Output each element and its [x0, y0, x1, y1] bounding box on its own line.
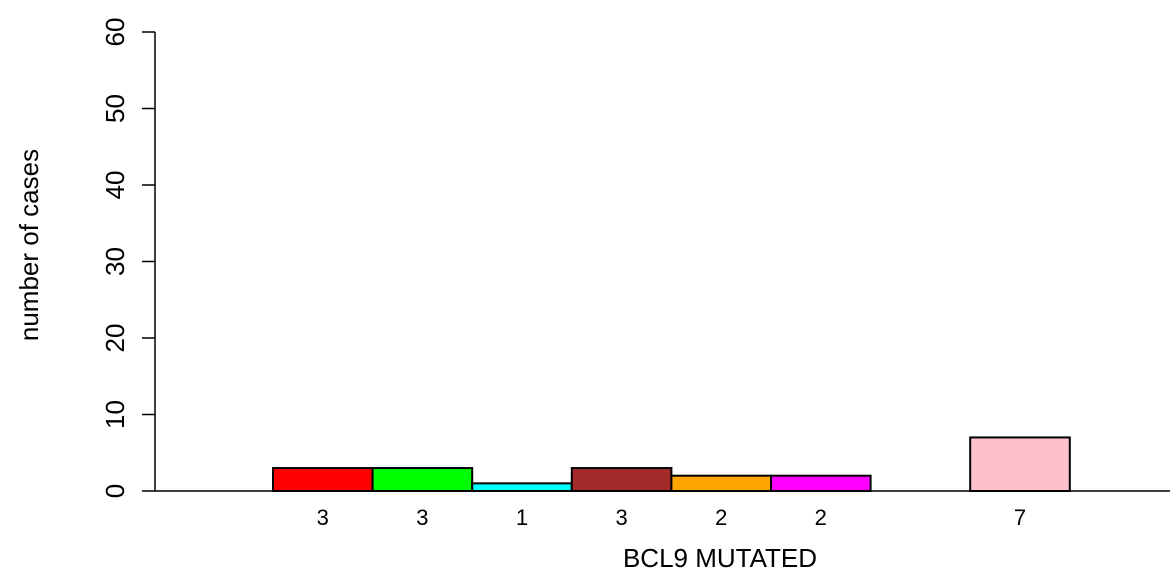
y-tick-label: 60: [100, 18, 130, 47]
bar: [770, 474, 872, 493]
bar-value-label: 3: [615, 505, 627, 530]
y-axis: 0 10 20 30 40 50 60: [100, 18, 156, 498]
bar: [471, 482, 573, 493]
bar: [371, 467, 474, 492]
y-axis-label: number of cases: [14, 149, 44, 341]
bar: [272, 467, 374, 492]
bars: [272, 436, 1071, 493]
bar-value-label: 3: [416, 505, 428, 530]
bar: [670, 474, 773, 493]
bar-value-label: 1: [516, 505, 528, 530]
bar: [570, 467, 673, 492]
y-tick-label: 50: [100, 94, 130, 123]
bar-value-label: 3: [317, 505, 329, 530]
bar-value-label: 2: [715, 505, 727, 530]
y-tick-label: 20: [100, 324, 130, 353]
bar-value-labels: 3 3 1 3 2 2 7: [317, 505, 1026, 530]
y-tick-label: 30: [100, 247, 130, 276]
x-axis-label: BCL9 MUTATED: [623, 543, 817, 573]
y-tick-label: 40: [100, 171, 130, 200]
bar-value-label: 7: [1014, 505, 1026, 530]
y-tick-label: 10: [100, 400, 130, 429]
bar: [969, 436, 1071, 493]
y-tick-label: 0: [100, 484, 130, 498]
bar-value-label: 2: [815, 505, 827, 530]
